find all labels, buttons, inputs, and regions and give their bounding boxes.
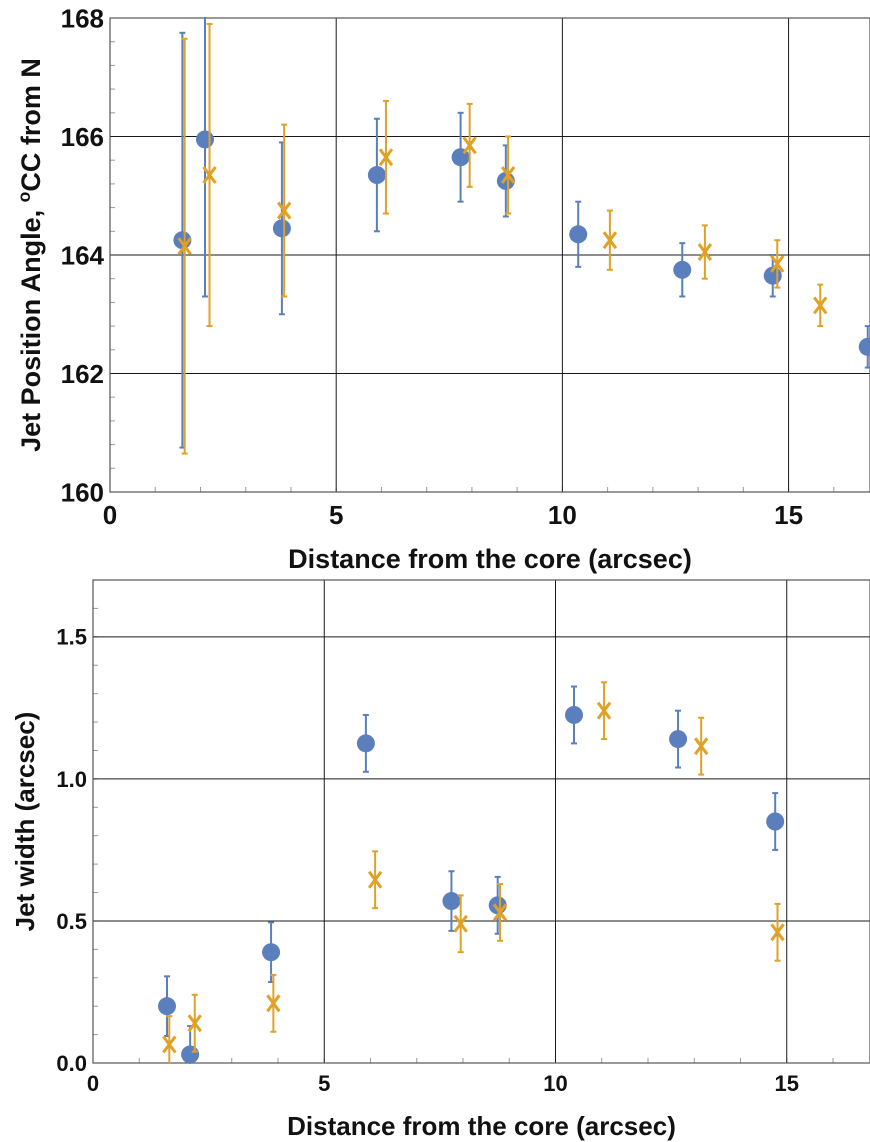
x-axis-title: Distance from the core (arcsec) (287, 1111, 676, 1141)
data-point-circle (367, 166, 386, 185)
y-tick-label: 160 (61, 477, 104, 507)
position-angle-chart: 160 162 164 166 168 0 5 10 15 Distance from the c… (14, 3, 870, 574)
data-point-x (266, 994, 281, 1013)
data-point-x (770, 254, 785, 273)
y-tick-label: 0.5 (56, 909, 87, 934)
plot-frame (109, 17, 870, 493)
data-point-x (202, 166, 217, 184)
data-point-circle (158, 997, 176, 1016)
y-tick-label: 164 (61, 240, 105, 270)
data-point-x (770, 923, 785, 942)
data-point-circle (181, 1045, 200, 1064)
jet-width-chart: 0.0 0.5 1.0 1.5 0 5 10 15 Distance from the core… (10, 579, 870, 1141)
data-point-x (367, 870, 383, 889)
plot-frame (92, 579, 870, 1064)
y-tick-label: 162 (61, 359, 104, 389)
data-point-circle (196, 130, 214, 149)
x-tick-label: 15 (775, 1071, 799, 1096)
y-tick-label: 1.5 (56, 625, 87, 650)
y-tick-label: 168 (61, 3, 104, 33)
data-point-circle (262, 943, 281, 962)
data-point-circle (569, 225, 588, 244)
data-point-x (693, 737, 709, 756)
data-point-x (602, 231, 618, 250)
x-tick-label: 15 (774, 500, 803, 530)
data-point-x (462, 136, 477, 155)
data-point-circle (858, 337, 870, 356)
data-point-x (177, 237, 192, 256)
y-axis-title: Jet width (arcsec) (10, 712, 40, 932)
x-tick-label: 0 (103, 500, 117, 530)
data-point-x (276, 201, 292, 220)
x-tick-label: 0 (87, 1071, 99, 1096)
data-point-circle (272, 219, 291, 238)
x-axis-title: Distance from the core (arcsec) (288, 544, 692, 574)
data-point-circle (356, 734, 375, 753)
data-point-x (378, 148, 394, 167)
data-point-x (500, 166, 516, 184)
x-tick-label: 5 (318, 1071, 330, 1096)
data-point-x (697, 243, 713, 261)
data-point-x (453, 914, 468, 933)
y-axis-title: Jet Position Angle, oCC from N (14, 58, 46, 452)
x-tick-label: 5 (329, 500, 343, 530)
y-tick-label: 1.0 (56, 767, 87, 792)
data-point-x (492, 903, 508, 922)
data-point-x (596, 701, 612, 720)
y-tick-label: 0.0 (56, 1051, 87, 1076)
data-point-circle (565, 705, 583, 724)
data-point-x (162, 1035, 177, 1054)
data-point-x (187, 1014, 202, 1033)
y-tick-label: 166 (61, 122, 104, 152)
x-tick-label: 10 (543, 1071, 567, 1096)
data-point-circle (766, 812, 785, 831)
x-tick-label: 10 (548, 500, 577, 530)
data-point-circle (669, 730, 688, 749)
data-point-circle (673, 260, 692, 279)
data-point-x (813, 296, 828, 315)
data-point-circle (442, 892, 461, 911)
